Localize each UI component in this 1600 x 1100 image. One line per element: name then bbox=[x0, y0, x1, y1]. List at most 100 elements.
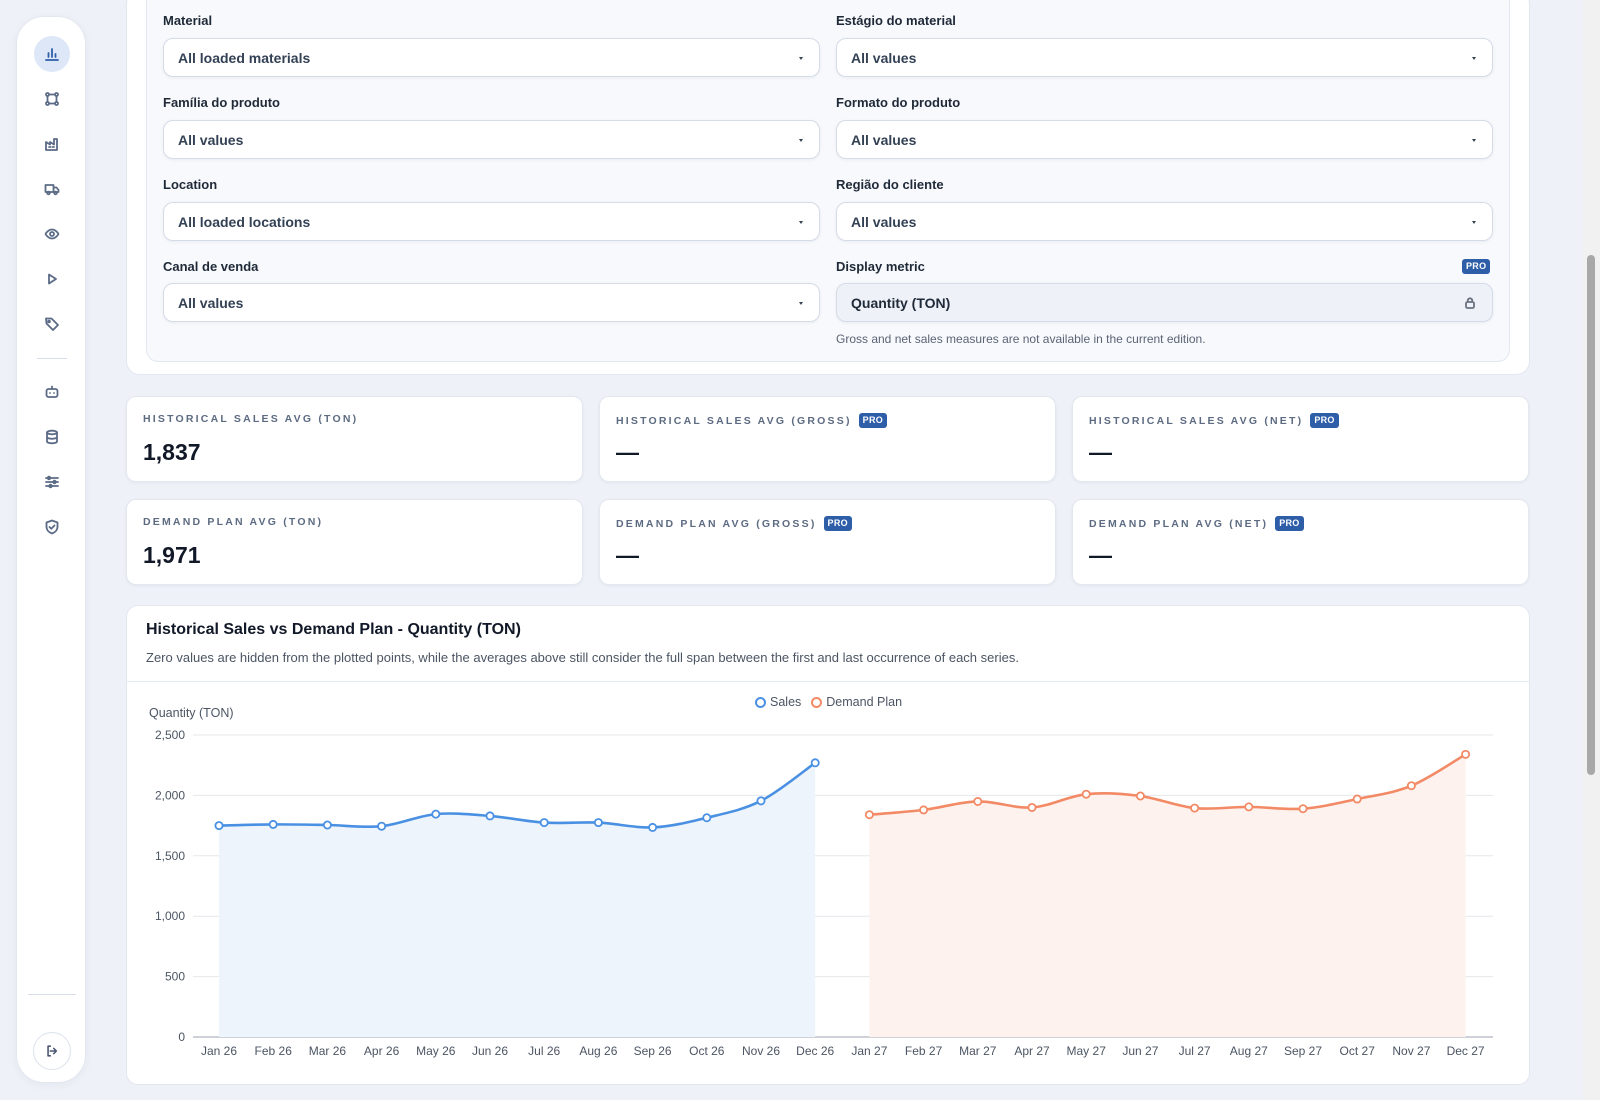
x-tick-label: Oct 26 bbox=[689, 1044, 725, 1058]
sidebar bbox=[16, 16, 86, 1083]
kpi-label-wrap: DEMAND PLAN AVG (GROSS) PRO bbox=[616, 516, 852, 531]
caret-down-icon bbox=[799, 57, 803, 60]
play-icon[interactable] bbox=[34, 261, 70, 297]
familia-select[interactable]: All values bbox=[163, 120, 820, 159]
formato-label: Formato do produto bbox=[836, 95, 961, 110]
kpi-card: DEMAND PLAN AVG (TON) 1,971 bbox=[126, 499, 583, 585]
pro-badge: PRO bbox=[1275, 516, 1304, 531]
metric-label: Display metric bbox=[836, 259, 925, 274]
factory-icon[interactable] bbox=[34, 126, 70, 162]
series-area-sales bbox=[219, 762, 816, 1037]
regiao-select[interactable]: All values bbox=[836, 202, 1493, 241]
legend-item-demand-plan[interactable]: Demand Plan bbox=[811, 695, 902, 709]
kpi-label-wrap: DEMAND PLAN AVG (NET) PRO bbox=[1089, 516, 1304, 531]
data-point-demand-plan bbox=[1461, 749, 1471, 759]
chart-title: Historical Sales vs Demand Plan - Quanti… bbox=[146, 621, 521, 638]
formato-select[interactable]: All values bbox=[836, 120, 1493, 159]
data-point-sales bbox=[431, 809, 441, 819]
chart-legend: Sales Demand Plan bbox=[755, 695, 902, 709]
kpi-label: DEMAND PLAN AVG (NET) bbox=[1089, 517, 1269, 530]
data-point-demand-plan bbox=[1406, 781, 1416, 791]
tag-icon[interactable] bbox=[34, 306, 70, 342]
scrollbar[interactable] bbox=[1583, 0, 1600, 1100]
material-select[interactable]: All loaded materials bbox=[163, 38, 820, 77]
pro-badge: PRO bbox=[858, 413, 888, 428]
data-point-demand-plan bbox=[973, 796, 983, 806]
estagio-select-value: All values bbox=[851, 49, 917, 66]
chart-divider bbox=[127, 681, 1529, 682]
series-line-demand-plan bbox=[869, 753, 1467, 817]
canal-select[interactable]: All values bbox=[163, 283, 820, 322]
regiao-select-value: All values bbox=[851, 213, 917, 230]
location-select[interactable]: All loaded locations bbox=[163, 202, 820, 241]
kpi-card: HISTORICAL SALES AVG (NET) PRO — bbox=[1072, 396, 1529, 482]
kpi-label: HISTORICAL SALES AVG (TON) bbox=[143, 413, 359, 425]
robot-icon[interactable] bbox=[34, 374, 70, 410]
data-point-demand-plan bbox=[864, 810, 874, 820]
x-tick-label: Jan 26 bbox=[201, 1044, 237, 1058]
material-select-value: All loaded materials bbox=[178, 49, 311, 66]
pro-badge: PRO bbox=[823, 516, 852, 531]
series-area-demand-plan bbox=[869, 754, 1466, 1037]
kpi-value: — bbox=[616, 439, 639, 465]
lock-icon bbox=[1463, 296, 1477, 310]
shield-check-icon[interactable] bbox=[34, 509, 70, 545]
kpi-card: DEMAND PLAN AVG (GROSS) PRO — bbox=[599, 499, 1056, 585]
truck-icon[interactable] bbox=[34, 171, 70, 207]
x-tick-label: Apr 27 bbox=[1014, 1044, 1050, 1058]
x-tick-label: Jun 27 bbox=[1122, 1044, 1158, 1058]
y-tick-label: 500 bbox=[165, 970, 185, 984]
caret-down-icon bbox=[1472, 57, 1476, 60]
caret-down-icon bbox=[1472, 221, 1476, 224]
x-tick-label: Jun 26 bbox=[472, 1044, 508, 1058]
data-point-sales bbox=[593, 818, 603, 828]
data-point-demand-plan bbox=[1027, 802, 1037, 812]
data-point-sales bbox=[268, 819, 278, 829]
caret-down-icon bbox=[799, 302, 803, 305]
logout-icon[interactable] bbox=[33, 1032, 71, 1070]
x-tick-label: Apr 26 bbox=[364, 1044, 400, 1058]
kpi-value: 1,971 bbox=[143, 542, 201, 568]
data-point-sales bbox=[756, 796, 766, 806]
legend-label-demand-plan: Demand Plan bbox=[826, 695, 903, 709]
data-point-demand-plan bbox=[1081, 789, 1091, 799]
kpi-label: DEMAND PLAN AVG (GROSS) bbox=[616, 517, 817, 530]
sliders-icon[interactable] bbox=[34, 464, 70, 500]
legend-marker-demand-plan bbox=[811, 696, 823, 708]
x-tick-label: Mar 27 bbox=[959, 1044, 997, 1058]
caret-down-icon bbox=[799, 221, 803, 224]
data-point-demand-plan bbox=[1298, 804, 1308, 814]
database-icon[interactable] bbox=[34, 419, 70, 455]
legend-item-sales[interactable]: Sales bbox=[755, 695, 801, 709]
bar-chart-icon[interactable] bbox=[34, 36, 70, 72]
data-point-demand-plan bbox=[919, 805, 929, 815]
kpi-label-wrap: HISTORICAL SALES AVG (TON) bbox=[143, 413, 358, 425]
kpi-label-wrap: DEMAND PLAN AVG (TON) bbox=[143, 516, 323, 528]
metric-select[interactable]: Quantity (TON) bbox=[836, 283, 1493, 322]
y-tick-label: 0 bbox=[178, 1030, 185, 1044]
pro-badge: PRO bbox=[1462, 259, 1491, 274]
kpi-value: — bbox=[616, 542, 639, 568]
canal-select-value: All values bbox=[178, 294, 244, 311]
data-point-sales bbox=[702, 813, 712, 823]
material-label: Material bbox=[163, 13, 213, 28]
data-point-demand-plan bbox=[1190, 803, 1200, 813]
data-point-sales bbox=[539, 818, 549, 828]
x-tick-label: Feb 27 bbox=[905, 1044, 943, 1058]
x-tick-label: Feb 26 bbox=[255, 1044, 293, 1058]
y-tick-label: 1,000 bbox=[155, 909, 185, 923]
x-tick-label: Jan 27 bbox=[851, 1044, 887, 1058]
regiao-label: Região do cliente bbox=[836, 177, 944, 192]
scrollbar-thumb[interactable] bbox=[1587, 255, 1595, 775]
kpi-card: HISTORICAL SALES AVG (TON) 1,837 bbox=[126, 396, 583, 482]
formato-select-value: All values bbox=[851, 131, 917, 148]
sidebar-divider bbox=[37, 358, 67, 359]
kpi-label: HISTORICAL SALES AVG (NET) bbox=[1089, 414, 1304, 427]
line-chart: Quantity (TON) 0 500 1,000 1,500 2,000 2,500 Ja… bbox=[149, 706, 1493, 1058]
kpi-label: DEMAND PLAN AVG (TON) bbox=[143, 516, 324, 528]
eye-icon[interactable] bbox=[34, 216, 70, 252]
estagio-select[interactable]: All values bbox=[836, 38, 1493, 77]
data-point-sales bbox=[377, 821, 387, 831]
network-icon[interactable] bbox=[34, 81, 70, 117]
data-point-demand-plan bbox=[1244, 802, 1254, 812]
